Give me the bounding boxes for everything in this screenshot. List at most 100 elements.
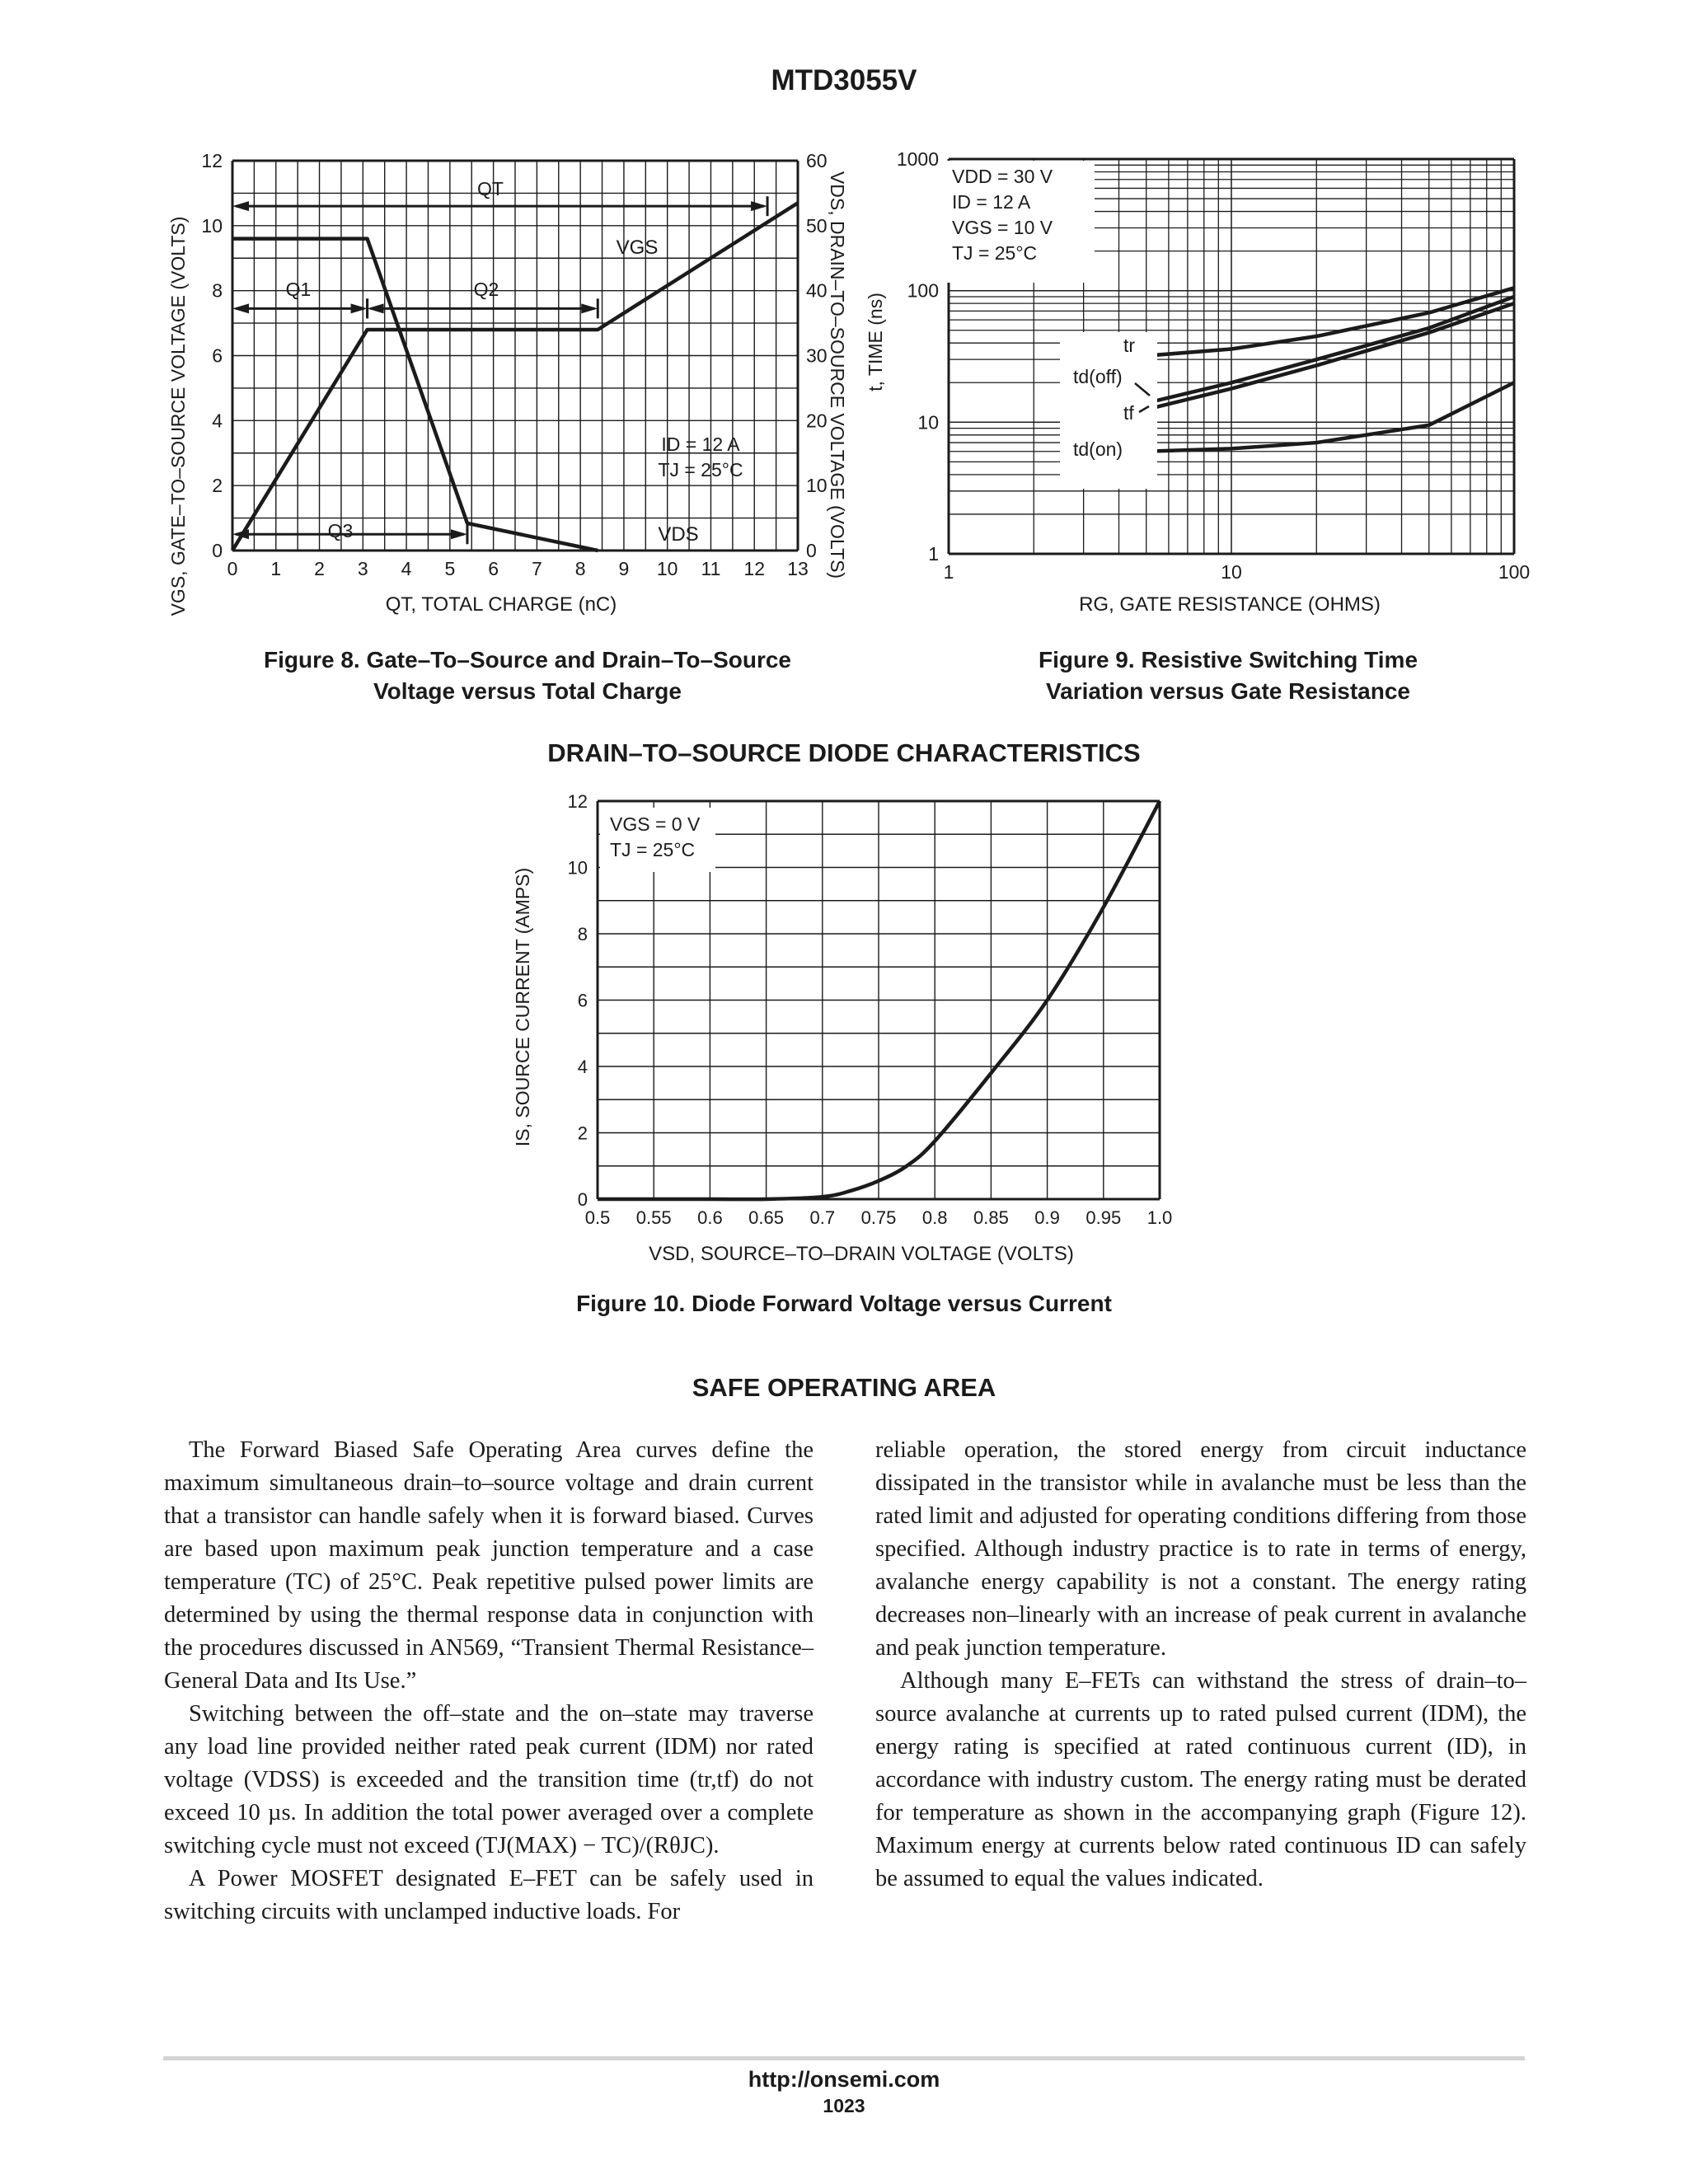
condition-vdd: VDD = 30 V [952,166,1053,187]
conditions-box [946,161,1095,283]
y2-tick-label: 10 [806,475,828,496]
x-tick-label: 1 [270,558,281,579]
series-line-vgs [231,201,799,552]
chart-series [598,799,1161,1202]
y-axis-label-left: VGS, GATE–TO–SOURCE VOLTAGE (VOLTS) [167,217,189,616]
text-column-left: The Forward Biased Safe Operating Area c… [164,1434,814,1929]
text-column-right: reliable operation, the stored energy fr… [875,1434,1526,1896]
x-tick-label: 0.95 [1085,1207,1121,1228]
x-tick-label: 9 [619,558,630,579]
tf-label: tf [1123,402,1134,424]
x-tick-label: 11 [701,558,721,579]
y2-tick-label: 30 [806,345,828,367]
x-axis-label: QT, TOTAL CHARGE (nC) [386,593,617,616]
q1-arrow-head-right [350,303,368,314]
footer-link[interactable]: http://onsemi.com [748,2067,940,2092]
y2-tick-label: 60 [806,150,828,171]
x-tick-label: 0.7 [810,1207,836,1228]
x-tick-label: 10 [657,558,678,579]
caption-line: Figure 9. Resistive Switching Time [1038,647,1418,673]
y-tick-label: 1000 [897,148,939,170]
y-tick-label: 0 [578,1189,588,1210]
series-line-is [598,799,1161,1202]
figure8-caption: Figure 8. Gate–To–Source and Drain–To–So… [190,644,865,707]
figure9-caption: Figure 9. Resistive Switching Time Varia… [890,644,1566,707]
paragraph: reliable operation, the stored energy fr… [875,1437,1526,1661]
condition-id: ID = 12 A [952,191,1031,213]
y-tick-label: 1 [928,543,939,565]
section-title-diode: DRAIN–TO–SOURCE DIODE CHARACTERISTICS [547,738,1141,767]
x-tick-label: 1.0 [1147,1207,1173,1228]
x-tick-label: 4 [401,558,412,579]
y-axis-label-right: VDS, DRAIN–TO–SOURCE VOLTAGE (VOLTS) [827,171,848,579]
paragraph: A Power MOSFET designated E–FET can be s… [164,1866,814,1924]
x-tick-label: 3 [358,558,368,579]
q3-label: Q3 [328,520,354,541]
axis-ticks: 1 10 100 1 10 100 1000 [897,148,1530,583]
caption-line: Figure 8. Gate–To–Source and Drain–To–So… [263,647,792,673]
y-tick-label: 2 [212,475,223,496]
vgs-label: VGS [617,237,659,259]
x-tick-label: 0.85 [973,1207,1009,1228]
x-tick-label: 0.75 [861,1207,897,1228]
series-line [1146,294,1515,405]
chart-grid [231,159,799,552]
x-tick-label: 0.65 [748,1207,784,1228]
q3-arrow-head-right [450,529,467,540]
condition-vgs: VGS = 10 V [952,217,1053,238]
q1-label: Q1 [286,279,312,300]
y-tick-label: 4 [212,410,223,431]
tr-label: tr [1123,335,1135,356]
qt-label: QT [477,178,504,199]
figure9-chart: 1 10 100 1 10 100 1000 VDD = 30 V ID = 12 A VG… [865,148,1530,616]
conditions-box [600,808,715,872]
footer-divider [163,2056,1525,2060]
condition-vgs: VGS = 0 V [610,813,701,835]
id-condition: ID = 12 A [661,434,740,455]
x-tick-label: 0.55 [636,1207,672,1228]
series-line [1146,381,1516,454]
x-tick-label: 5 [444,558,455,579]
chart-series [231,201,799,553]
y2-tick-label: 50 [806,215,828,237]
y-axis-label: IS, SOURCE CURRENT (AMPS) [512,868,533,1146]
x-tick-label: 0.9 [1034,1207,1060,1228]
q2-arrow-head-left [367,303,384,314]
q2-arrow-head-right [581,303,598,314]
paragraph: The Forward Biased Safe Operating Area c… [164,1437,814,1694]
y-tick-label: 0 [212,540,223,561]
condition-tj: TJ = 25°C [610,839,695,860]
label-leaders [1134,382,1151,414]
y2-tick-label: 20 [806,410,828,431]
qt-arrow-head-right [751,201,768,212]
qt-arrow-head-left [232,201,249,212]
x-tick-label: 6 [488,558,499,579]
x-tick-label: 8 [575,558,586,579]
paragraph: Switching between the off–state and the … [164,1701,814,1858]
caption-line: Voltage versus Total Charge [373,678,682,704]
section-title-soa: SAFE OPERATING AREA [692,1373,996,1402]
q3-arrow-head-left [232,529,249,540]
charge-arrows [231,196,769,545]
y-tick-label: 100 [907,280,939,302]
paragraph: Although many E–FETs can withstand the s… [875,1668,1526,1891]
chart-series [1146,286,1516,454]
y-tick-label: 12 [568,791,588,812]
q2-label: Q2 [474,279,499,300]
y-tick-label: 10 [201,215,223,237]
x-tick-label: 13 [787,558,809,579]
x-axis-label: VSD, SOURCE–TO–DRAIN VOLTAGE (VOLTS) [649,1243,1074,1265]
y-tick-label: 2 [578,1123,588,1144]
page-title: MTD3055V [771,64,917,96]
x-tick-label: 100 [1498,561,1530,583]
q1-arrow-head-left [232,303,249,314]
y-tick-label: 8 [212,280,223,302]
x-tick-label: 0 [227,558,238,579]
condition-tj: TJ = 25°C [952,242,1037,264]
series-line [1146,286,1515,358]
y-axis-label: t, TIME (ns) [865,293,886,391]
y-tick-label: 6 [212,345,223,367]
x-tick-label: 2 [314,558,325,579]
x-tick-label: 10 [1221,561,1242,583]
